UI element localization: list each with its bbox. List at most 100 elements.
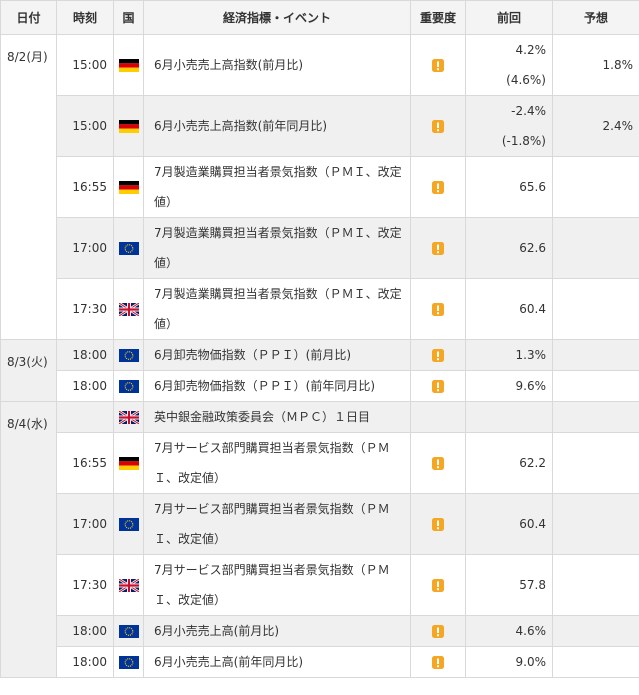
event-row: 18:00 6月小売売上高(前月比) 4.6% <box>1 615 639 647</box>
previous-value: 62.6 <box>519 241 546 255</box>
forecast-cell: 2.4% <box>552 95 639 157</box>
time-cell <box>56 401 114 433</box>
importance-icon <box>432 518 444 531</box>
country-flag <box>119 181 139 194</box>
forecast-cell <box>552 432 639 494</box>
importance-icon <box>432 59 444 72</box>
header-cell: 前回 <box>465 0 553 35</box>
flag-cell <box>113 554 144 616</box>
date-cell: 8/2(月) <box>0 34 57 340</box>
header-cell: 重要度 <box>410 0 466 35</box>
importance-cell <box>410 432 466 494</box>
forecast-cell <box>552 217 639 279</box>
importance-cell <box>410 370 466 402</box>
event-row: 16:55 7月サービス部門購買担当者景気指数（ＰＭＩ、改定値） 62.2 <box>1 432 639 494</box>
event-cell: 6月卸売物価指数（ＰＰＩ）(前年同月比) <box>143 370 411 402</box>
previous-value: 4.2% <box>515 43 547 57</box>
previous-cell: 4.2% (4.6%) <box>465 34 553 96</box>
event-row: 8/3(火) 18:00 6月卸売物価指数（ＰＰＩ）(前月比) 1.3% <box>0 339 639 402</box>
country-flag <box>119 349 139 362</box>
event-cell: 6月小売売上高(前月比) <box>143 615 411 647</box>
forecast-cell <box>552 646 639 678</box>
importance-cell <box>410 156 466 218</box>
flag-cell <box>113 95 144 157</box>
previous-value: 9.6% <box>515 379 547 393</box>
previous-cell: 57.8 <box>465 554 553 616</box>
time-cell: 17:30 <box>56 278 114 340</box>
importance-cell <box>410 401 466 433</box>
importance-cell <box>410 646 466 678</box>
flag-cell <box>113 401 144 433</box>
country-flag <box>119 59 139 72</box>
previous-cell <box>465 401 553 433</box>
event-cell: 6月小売売上高(前年同月比) <box>143 646 411 678</box>
importance-icon <box>432 349 444 362</box>
country-flag <box>119 457 139 470</box>
country-flag <box>119 120 139 133</box>
flag-cell <box>113 615 144 647</box>
event-cell: 7月製造業購買担当者景気指数（ＰＭＩ、改定値） <box>143 278 411 340</box>
previous-value: 9.0% <box>515 655 547 669</box>
previous-value: (4.6%) <box>506 73 546 87</box>
header-cell: 国 <box>113 0 144 35</box>
event-row: 8/4(水) 英中銀金融政策委員会（ＭＰＣ）１日目 <box>0 401 639 678</box>
event-cell: 7月サービス部門購買担当者景気指数（ＰＭＩ、改定値） <box>143 554 411 616</box>
importance-cell <box>410 34 466 96</box>
header-cell: 予想 <box>552 0 639 35</box>
time-cell: 18:00 <box>56 615 114 647</box>
previous-value: -2.4% <box>511 104 546 118</box>
previous-value: 62.2 <box>519 456 546 470</box>
event-row: 8/2(月) 15:00 6月小売売上高指数(前月比) 4.2% (4.6%) 1.8% <box>0 34 639 340</box>
previous-value: (-1.8%) <box>501 134 546 148</box>
forecast-cell: 1.8% <box>552 34 639 96</box>
event-row: 15:00 6月小売売上高指数(前年同月比) -2.4% (-1.8%) 2.4% <box>1 95 639 157</box>
previous-cell: -2.4% (-1.8%) <box>465 95 553 157</box>
event-cell: 英中銀金融政策委員会（ＭＰＣ）１日目 <box>143 401 411 433</box>
importance-icon <box>432 181 444 194</box>
event-row: 16:55 7月製造業購買担当者景気指数（ＰＭＩ、改定値） 65.6 <box>1 156 639 218</box>
importance-icon <box>432 579 444 592</box>
time-cell: 15:00 <box>56 34 114 96</box>
importance-cell <box>410 278 466 340</box>
country-flag <box>119 380 139 393</box>
time-cell: 16:55 <box>56 432 114 494</box>
event-row: 17:00 7月サービス部門購買担当者景気指数（ＰＭＩ、改定値） 60.4 <box>1 493 639 555</box>
forecast-cell <box>552 401 639 433</box>
flag-cell <box>113 217 144 279</box>
event-row: 17:00 7月製造業購買担当者景気指数（ＰＭＩ、改定値） 62.6 <box>1 217 639 279</box>
country-flag <box>119 656 139 669</box>
table-body: 8/2(月) 15:00 6月小売売上高指数(前月比) 4.2% (4.6%) 1.8% 1… <box>0 34 639 678</box>
previous-value: 57.8 <box>519 578 546 592</box>
previous-cell: 1.3% <box>465 339 553 371</box>
country-flag <box>119 625 139 638</box>
forecast-cell <box>552 554 639 616</box>
country-flag <box>119 518 139 531</box>
importance-cell <box>410 493 466 555</box>
importance-icon <box>432 380 444 393</box>
date-cell: 8/3(火) <box>0 339 57 402</box>
time-cell: 18:00 <box>56 370 114 402</box>
previous-cell: 9.0% <box>465 646 553 678</box>
importance-cell <box>410 217 466 279</box>
importance-icon <box>432 242 444 255</box>
header-row: 日付 時刻 国 経済指標・イベント 重要度 前回 予想 <box>0 0 639 35</box>
flag-cell <box>113 278 144 340</box>
event-row: 17:30 7月製造業購買担当者景気指数（ＰＭＩ、改定値） 60.4 <box>1 278 639 340</box>
header-cell: 経済指標・イベント <box>143 0 411 35</box>
time-cell: 15:00 <box>56 95 114 157</box>
forecast-cell <box>552 339 639 371</box>
importance-cell <box>410 339 466 371</box>
time-cell: 17:00 <box>56 217 114 279</box>
event-cell: 7月サービス部門購買担当者景気指数（ＰＭＩ、改定値） <box>143 493 411 555</box>
event-cell: 7月サービス部門購買担当者景気指数（ＰＭＩ、改定値） <box>143 432 411 494</box>
flag-cell <box>113 156 144 218</box>
importance-icon <box>432 656 444 669</box>
previous-cell: 4.6% <box>465 615 553 647</box>
previous-cell: 62.6 <box>465 217 553 279</box>
date-cell: 8/4(水) <box>0 401 57 678</box>
previous-value: 1.3% <box>515 348 547 362</box>
flag-cell <box>113 34 144 96</box>
header-cell: 日付 <box>0 0 57 35</box>
forecast-cell <box>552 278 639 340</box>
